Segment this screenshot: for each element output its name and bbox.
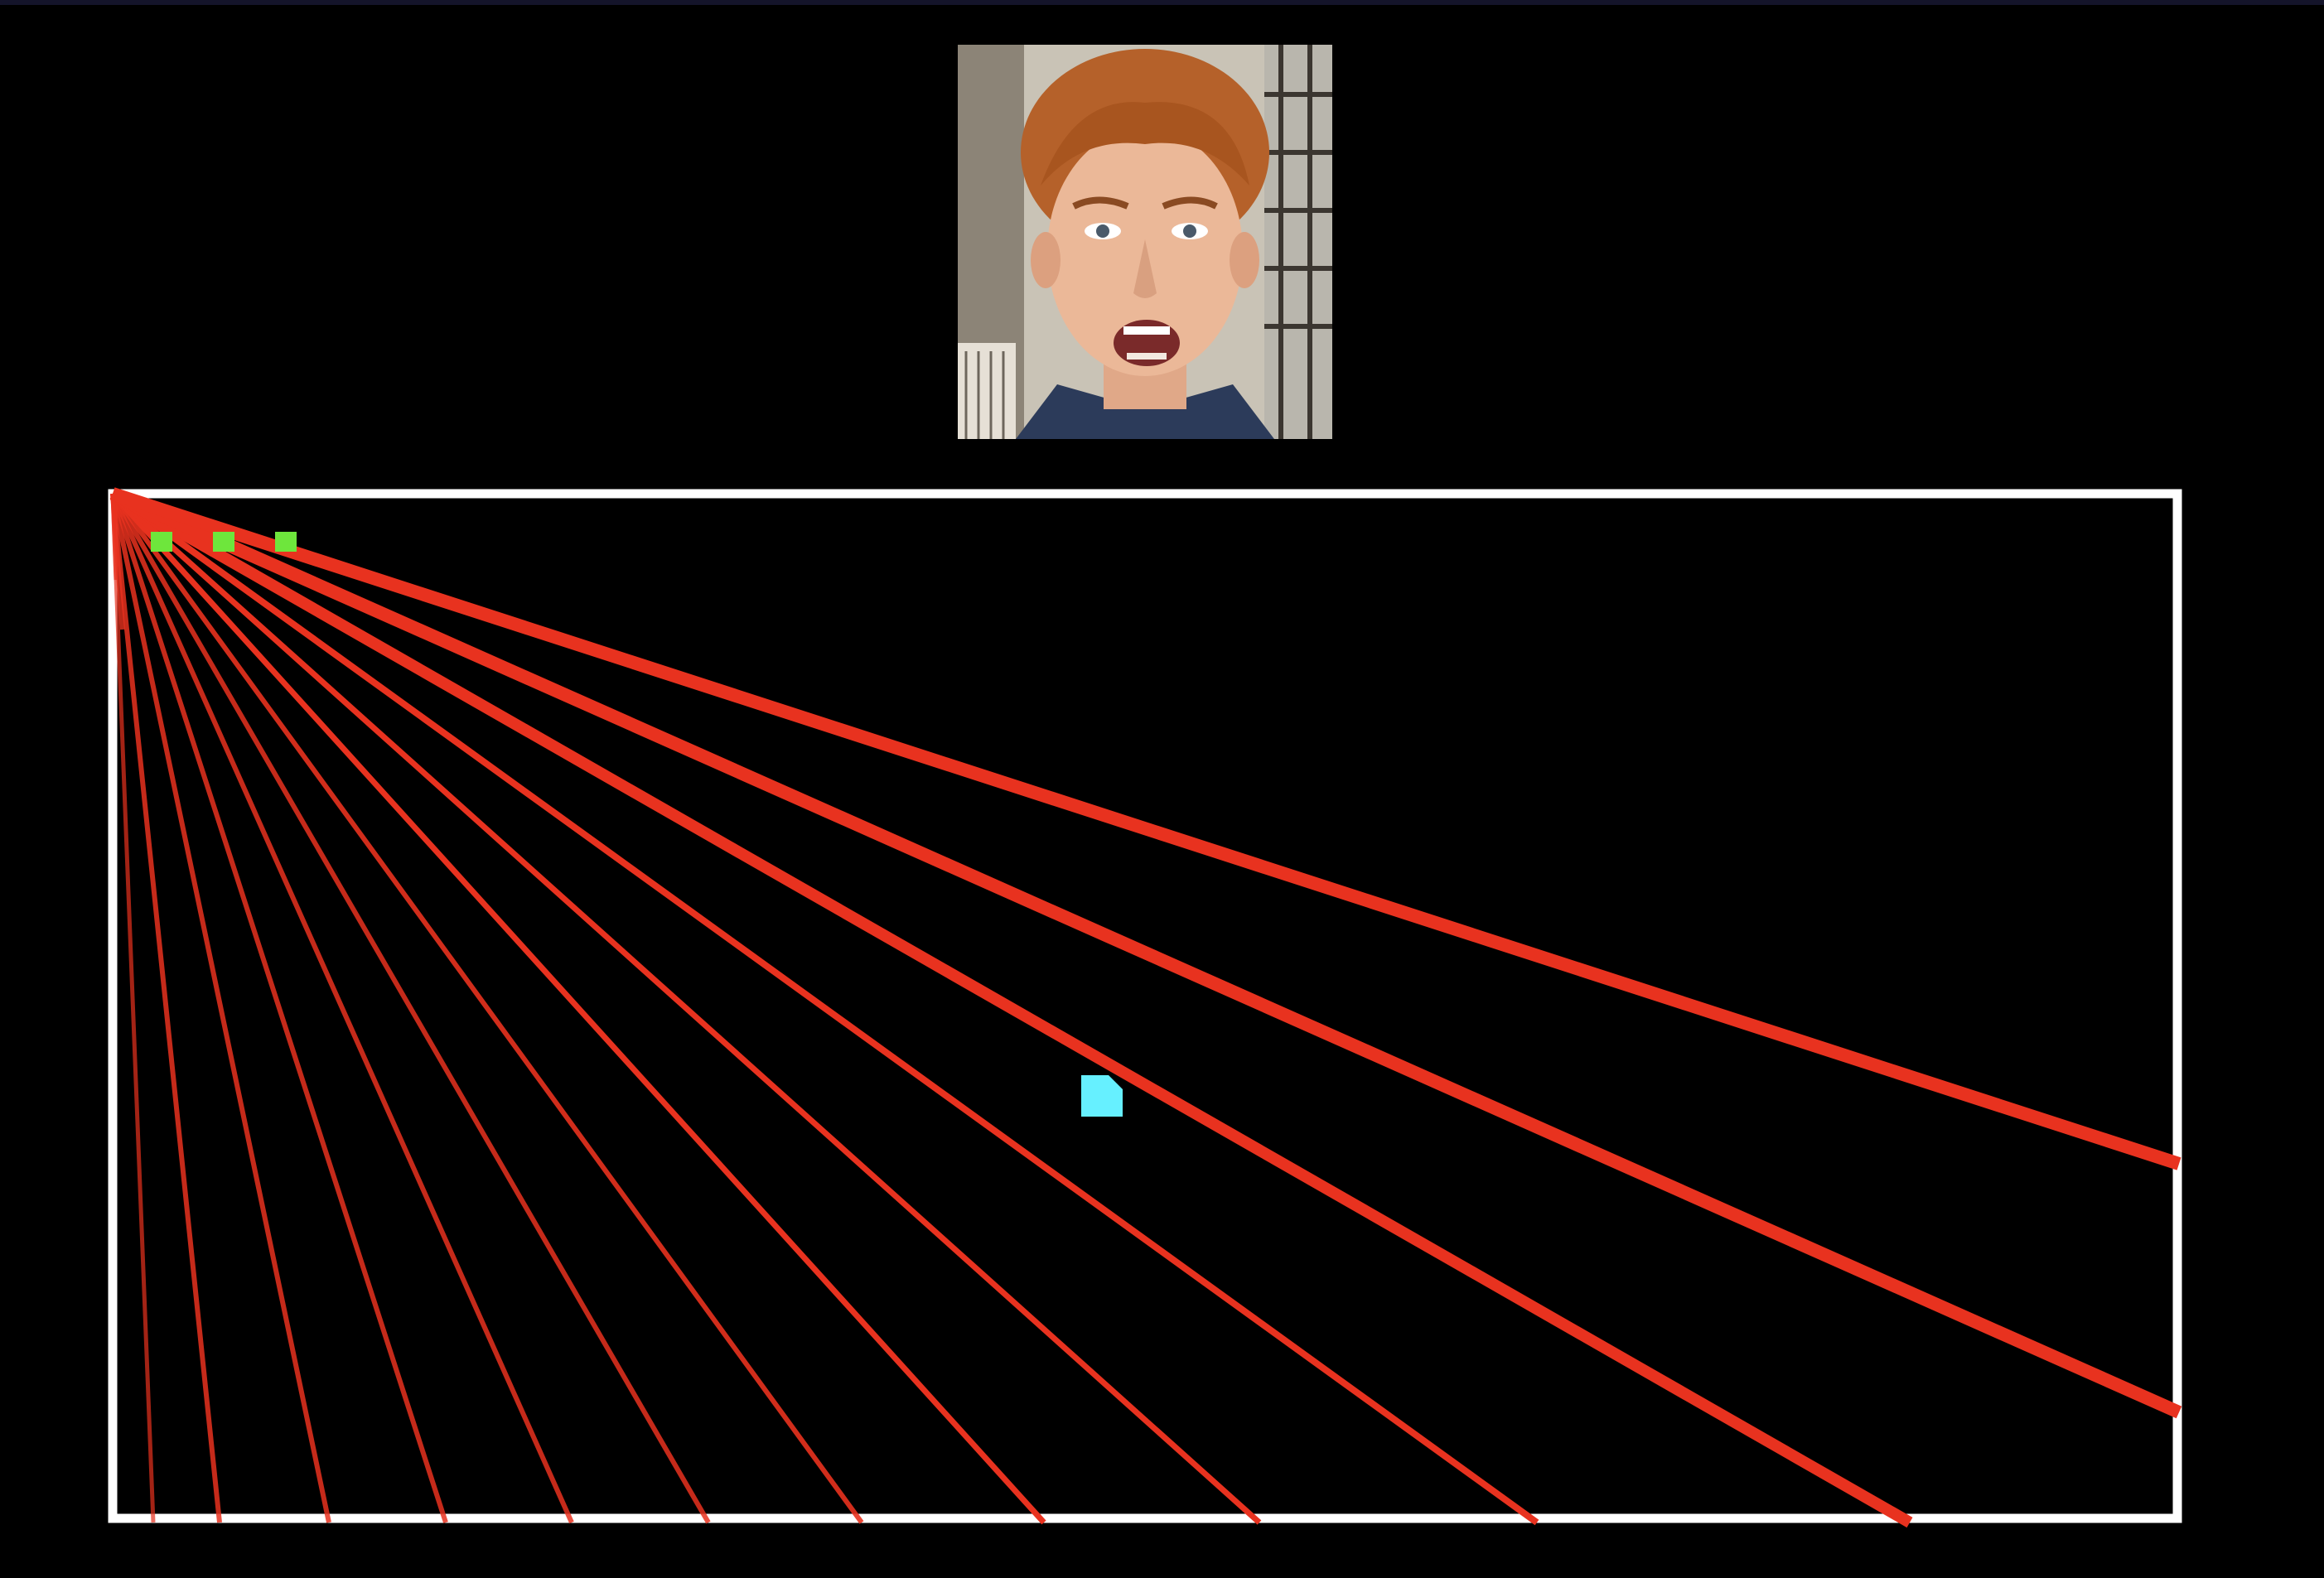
pickup-item [275, 532, 297, 552]
laser-ray [110, 493, 118, 581]
laser-ray [110, 491, 1046, 1525]
laser-ray [110, 493, 331, 1523]
pickups [151, 532, 297, 552]
laser-ray [110, 492, 711, 1524]
top-bar [0, 0, 2324, 5]
laser-ray [110, 493, 222, 1523]
laser-ray [110, 492, 574, 1524]
laser-ray [110, 487, 2181, 1170]
laser-rays [109, 487, 2182, 1528]
laser-ray [110, 491, 1262, 1525]
laser-ray [110, 490, 1539, 1526]
player-block[interactable] [1081, 1075, 1123, 1117]
pickup-item [151, 532, 172, 552]
laser-ray [110, 493, 156, 1523]
laser-ray [109, 488, 1913, 1528]
laser-ray [109, 487, 2182, 1419]
arena-border [108, 489, 2182, 1523]
laser-ray [110, 492, 864, 1524]
pickup-item [213, 532, 234, 552]
laser-ray [110, 493, 448, 1523]
portrait-icon [958, 45, 1332, 439]
